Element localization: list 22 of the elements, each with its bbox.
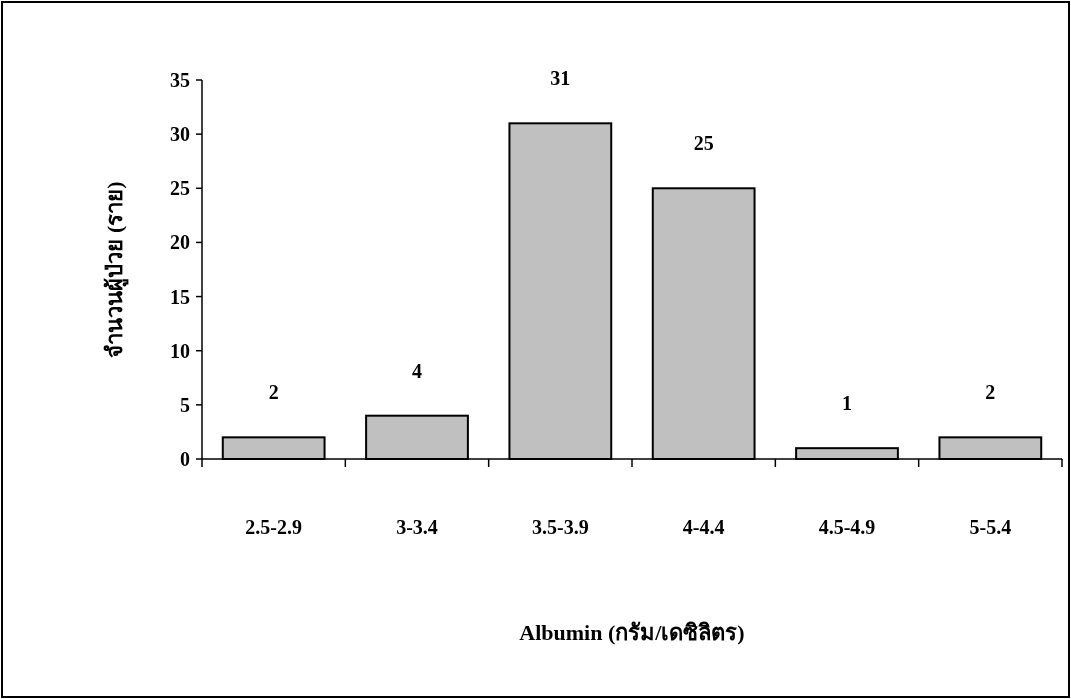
x-tick-label: 3-3.4 [396,516,438,538]
y-tick-label: 0 [180,448,190,470]
y-tick-label: 5 [180,393,190,416]
y-tick-label: 30 [170,123,190,146]
data-label: 31 [550,67,571,90]
y-tick-label: 35 [170,69,190,91]
y-tick-label: 20 [170,231,190,254]
y-tick-label: 15 [170,285,190,308]
x-tick-label: 3.5-3.9 [532,516,589,538]
y-tick-label: 10 [170,339,190,362]
data-label: 2 [985,381,996,404]
y-axis-title: จำนวนผู้ป่วย (ราย) [102,181,129,358]
x-axis-title: Albumin (กรัม/เดซิลิตร) [519,620,745,645]
y-tick-label: 25 [170,177,190,200]
x-tick-label: 4-4.4 [682,516,725,538]
x-tick-label: 5-5.4 [969,516,1012,538]
data-label: 2 [268,381,279,404]
data-label: 25 [693,132,714,155]
data-label: 4 [412,359,422,382]
x-tick-label: 2.5-2.9 [245,516,302,538]
data-label: 1 [842,392,852,415]
x-tick-label: 4.5-4.9 [818,516,876,538]
